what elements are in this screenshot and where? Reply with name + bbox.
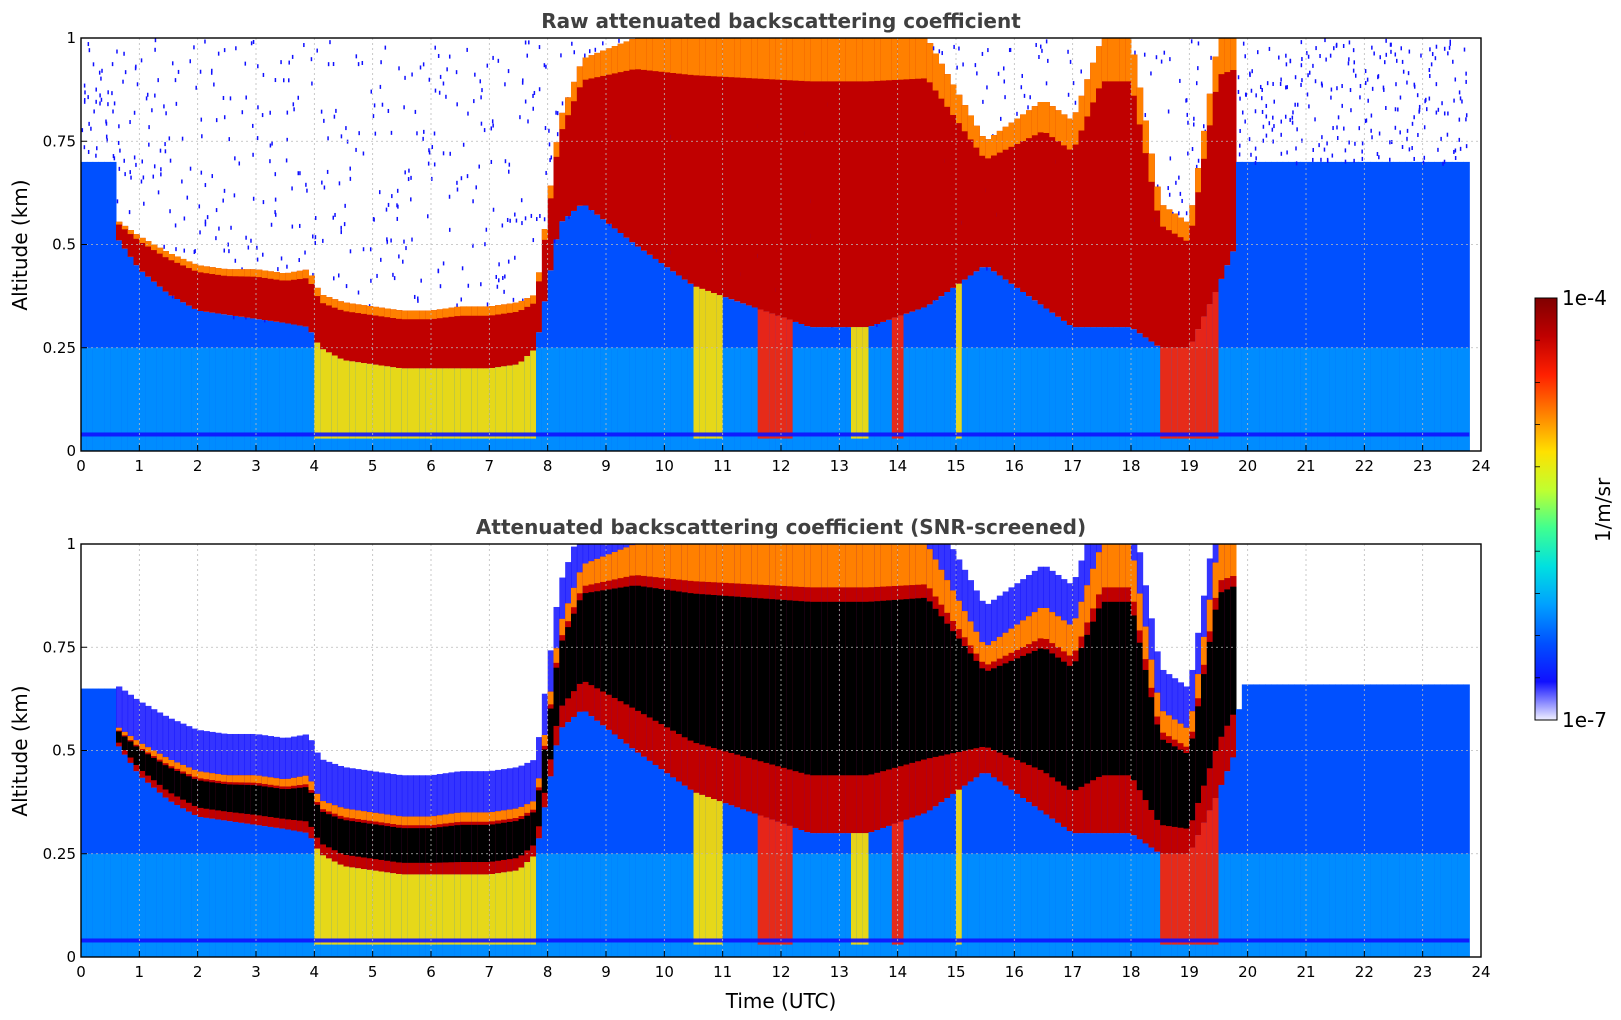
x-tick-label: 11 xyxy=(713,457,732,475)
x-tick-label: 0 xyxy=(76,963,86,981)
x-tick-label: 22 xyxy=(1355,963,1374,981)
x-tick-label: 16 xyxy=(1005,457,1024,475)
x-tick-label: 3 xyxy=(251,963,261,981)
x-tick-label: 12 xyxy=(771,457,790,475)
x-tick-label: 7 xyxy=(485,963,495,981)
x-tick-label: 18 xyxy=(1121,457,1140,475)
colorbar-ticks xyxy=(1535,297,1540,721)
x-tick-label: 20 xyxy=(1238,457,1257,475)
heatmap-area xyxy=(81,38,1470,451)
x-tick-label: 8 xyxy=(543,457,553,475)
x-tick-label: 17 xyxy=(1063,963,1082,981)
x-tick-label: 2 xyxy=(193,963,203,981)
colorbar-max-label: 1e-4 xyxy=(1562,286,1607,310)
x-tick-label: 2 xyxy=(193,457,203,475)
x-tick-label: 9 xyxy=(601,457,611,475)
x-tick-label: 17 xyxy=(1063,457,1082,475)
x-tick-label: 12 xyxy=(771,963,790,981)
x-tick-label: 14 xyxy=(888,963,907,981)
y-tick-label: 0.75 xyxy=(43,132,76,150)
y-axis-label: Altitude (km) xyxy=(8,179,32,310)
y-axis-ticks: 0 0.25 0.5 0.75 1 xyxy=(43,535,87,966)
x-tick-label: 11 xyxy=(713,963,732,981)
colorbar-min-label: 1e-7 xyxy=(1562,708,1607,732)
x-axis-label: Time (UTC) xyxy=(725,989,837,1013)
x-tick-label: 10 xyxy=(655,963,674,981)
y-tick-label: 0.25 xyxy=(43,845,76,863)
x-tick-label: 6 xyxy=(426,457,436,475)
x-tick-label: 1 xyxy=(135,457,145,475)
x-tick-label: 9 xyxy=(601,963,611,981)
x-tick-label: 14 xyxy=(888,457,907,475)
y-tick-label: 0.5 xyxy=(52,236,76,254)
panel-raw-backscatter: Raw attenuated backscattering coefficien… xyxy=(8,9,1491,475)
x-tick-label: 13 xyxy=(830,457,849,475)
y-tick-label: 0.75 xyxy=(43,638,76,656)
x-tick-label: 10 xyxy=(655,457,674,475)
y-tick-label: 0.25 xyxy=(43,339,76,357)
x-tick-label: 15 xyxy=(946,963,965,981)
chart-title: Attenuated backscattering coefficient (S… xyxy=(476,515,1086,539)
x-tick-label: 23 xyxy=(1413,457,1432,475)
x-tick-label: 21 xyxy=(1296,963,1315,981)
grid xyxy=(81,38,1481,451)
x-tick-label: 13 xyxy=(830,963,849,981)
x-tick-label: 21 xyxy=(1296,457,1315,475)
x-tick-label: 19 xyxy=(1180,457,1199,475)
x-tick-label: 15 xyxy=(946,457,965,475)
x-tick-label: 3 xyxy=(251,457,261,475)
y-tick-label: 0 xyxy=(66,442,76,460)
y-axis-ticks: 0 0.25 0.5 0.75 1 xyxy=(43,29,87,460)
heatmap-area xyxy=(81,544,1470,957)
x-tick-label: 16 xyxy=(1005,963,1024,981)
y-axis-label: Altitude (km) xyxy=(8,685,32,816)
x-tick-label: 24 xyxy=(1471,457,1490,475)
x-tick-label: 24 xyxy=(1471,963,1490,981)
grid xyxy=(81,544,1481,957)
x-tick-label: 20 xyxy=(1238,963,1257,981)
panel-snr-screened-backscatter: Attenuated backscattering coefficient (S… xyxy=(8,515,1491,1013)
x-tick-label: 8 xyxy=(543,963,553,981)
x-tick-label: 23 xyxy=(1413,963,1432,981)
x-tick-label: 5 xyxy=(368,457,378,475)
y-tick-label: 1 xyxy=(66,535,76,553)
x-tick-label: 22 xyxy=(1355,457,1374,475)
colorbar-unit-label: 1/m/sr xyxy=(1591,477,1615,542)
x-tick-label: 1 xyxy=(135,963,145,981)
x-tick-label: 0 xyxy=(76,457,86,475)
x-axis-ticks: 0 1 2 3 4 5 6 7 8 9 10 11 12 13 14 15 16 17 18 19 20 21 22 23 24 xyxy=(76,951,1491,981)
x-tick-label: 5 xyxy=(368,963,378,981)
x-tick-label: 18 xyxy=(1121,963,1140,981)
x-tick-label: 19 xyxy=(1180,963,1199,981)
x-tick-label: 4 xyxy=(310,963,320,981)
colorbar: 1e-4 1e-7 1/m/sr xyxy=(1534,286,1615,732)
x-tick-label: 4 xyxy=(310,457,320,475)
chart-title: Raw attenuated backscattering coefficien… xyxy=(541,9,1021,33)
x-tick-label: 7 xyxy=(485,457,495,475)
x-axis-ticks: 0 1 2 3 4 5 6 7 8 9 10 11 12 13 14 15 16 17 18 19 20 21 22 23 24 xyxy=(76,445,1491,475)
x-tick-label: 6 xyxy=(426,963,436,981)
y-tick-label: 1 xyxy=(66,29,76,47)
y-tick-label: 0.5 xyxy=(52,742,76,760)
y-tick-label: 0 xyxy=(66,948,76,966)
